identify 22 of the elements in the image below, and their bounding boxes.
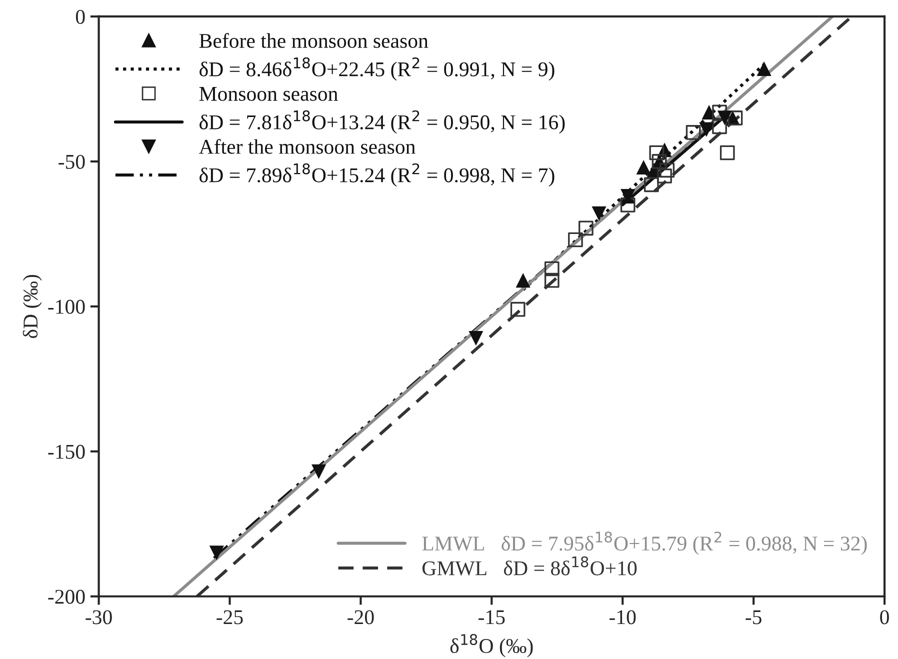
legend-label: Before the monsoon season	[199, 33, 428, 48]
y-axis-title: δD (‰)	[22, 274, 42, 338]
y-tick-label: -200	[48, 590, 85, 604]
y-tick-label: -50	[58, 154, 85, 169]
x-tick-label: 0	[880, 610, 889, 624]
legend-label: Monsoon season	[199, 87, 338, 101]
y-tick-label: -100	[48, 300, 85, 314]
legend-label: GMWL δD = 8δ$^{18}$O+10	[422, 556, 637, 576]
x-tick-label: -10	[610, 610, 636, 624]
x-tick-label: -30	[86, 610, 112, 624]
legend-label: δD = 8.46δ$^{18}$O+22.45 (R$^{2}$ = 0.991, N = 9)	[200, 57, 554, 81]
x-axis-title: δ$^{18}$O (‰)	[450, 634, 533, 658]
legend-label: δD = 7.89δ$^{18}$O+15.24 (R$^{2}$ = 0.998, N = 7)	[200, 163, 554, 187]
legend-label: LMWL δD = 7.95δ$^{18}$O+15.79 (R$^{2}$ = 0.988, N = 32)	[422, 532, 867, 555]
y-tick-label: -150	[48, 444, 85, 459]
x-tick-label: -25	[216, 610, 243, 624]
x-tick-label: -5	[746, 610, 762, 624]
legend-label: δD = 7.81δ$^{18}$O+13.24 (R$^{2}$ = 0.950, N = 16)	[200, 110, 565, 134]
legend-label: After the monsoon season	[198, 139, 416, 154]
x-tick-label: -20	[348, 610, 374, 624]
x-tick-label: -15	[478, 610, 505, 624]
y-tick-label: 0	[76, 10, 85, 24]
